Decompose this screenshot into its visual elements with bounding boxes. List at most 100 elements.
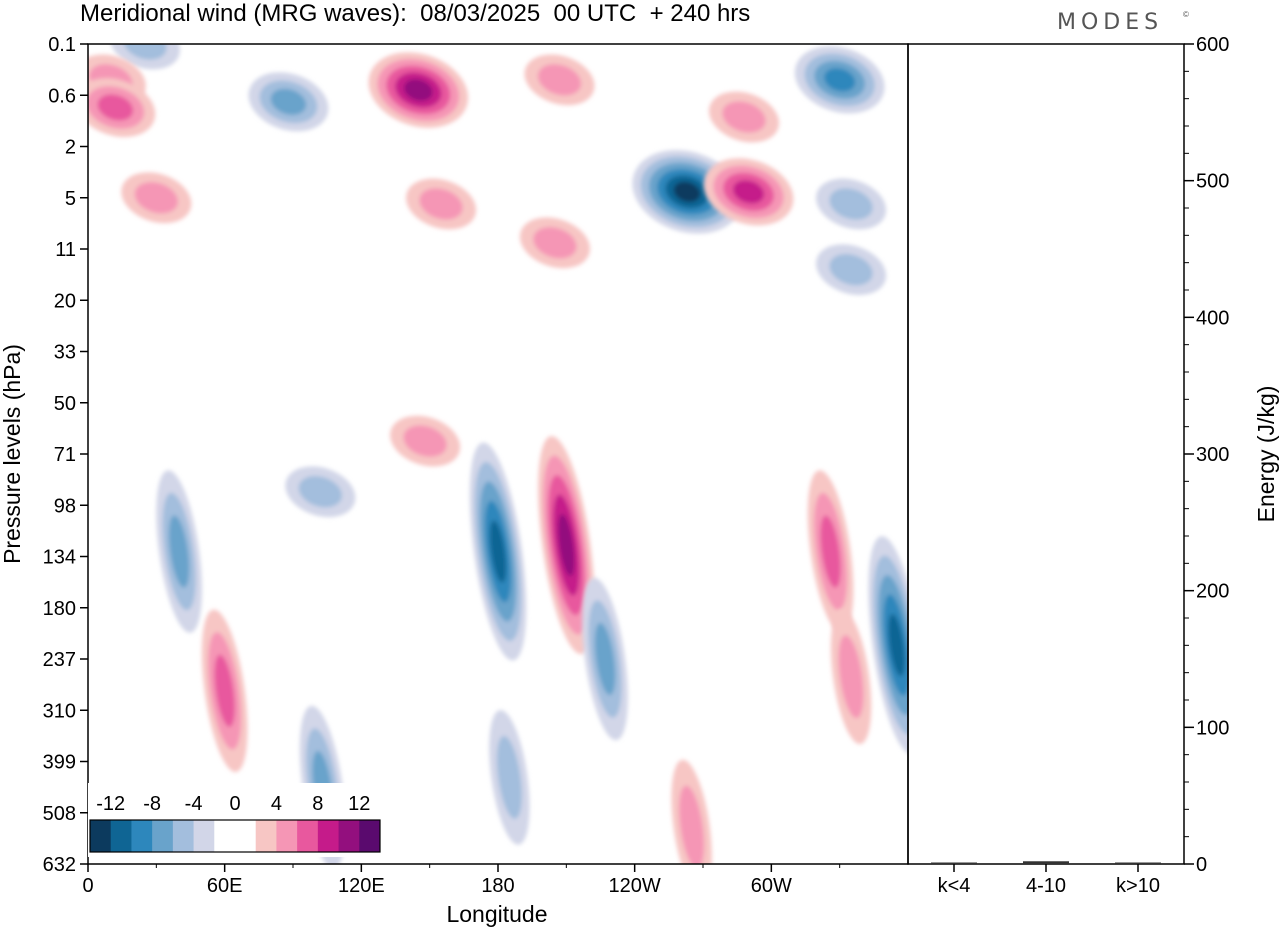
energy-category-label: 4-10 <box>1026 875 1066 897</box>
contour-level <box>679 785 705 864</box>
colorbar-swatch <box>110 820 132 852</box>
energy-bar <box>1023 861 1069 864</box>
energy-category-label: k<4 <box>938 875 971 897</box>
y-axis-label: Pressure levels (hPa) <box>0 344 25 564</box>
colorbar-swatch <box>235 820 257 852</box>
energy-axis-label: Energy (J/kg) <box>1253 386 1279 523</box>
colorbar-swatch <box>297 820 319 852</box>
contour-level <box>489 520 507 583</box>
y-tick-label: 98 <box>54 495 76 517</box>
colorbar-swatch <box>214 820 236 852</box>
wind-feature <box>469 442 527 661</box>
y-tick-label: 0.1 <box>48 34 76 56</box>
contour-level <box>404 79 433 101</box>
y-tick-label: 2 <box>65 137 76 159</box>
wind-feature <box>489 709 530 845</box>
contour-level <box>496 735 522 819</box>
y-tick-label: 399 <box>43 752 76 774</box>
y-tick-label: 180 <box>43 598 76 620</box>
colorbar-swatch <box>152 820 174 852</box>
x-axis-label: Longitude <box>446 901 547 927</box>
y-tick-label: 0.6 <box>48 85 76 107</box>
contour-level <box>732 180 765 204</box>
energy-tick-label: 500 <box>1196 171 1229 193</box>
x-tick-label: 60W <box>751 875 792 897</box>
wind-feature <box>406 178 477 230</box>
y-tick-label: 508 <box>43 803 76 825</box>
y-tick-label: 310 <box>43 700 76 722</box>
energy-bar <box>931 862 977 864</box>
colorbar-swatch <box>193 820 215 852</box>
contour-level <box>134 182 178 214</box>
energy-axis: 0 100 200 300 400 500 600 <box>1184 34 1229 876</box>
y-tick-label: 20 <box>54 290 76 312</box>
colorbar-swatch <box>338 820 360 852</box>
x-tick-label: 0 <box>82 875 93 897</box>
wind-feature <box>121 172 192 224</box>
energy-category-label: k>10 <box>1116 875 1160 897</box>
colorbar-label: 8 <box>312 793 323 815</box>
wind-feature <box>368 52 469 128</box>
contour-level <box>419 188 463 220</box>
energy-bar <box>1115 862 1161 864</box>
contour-level <box>829 188 873 220</box>
colorbar-label: -8 <box>143 793 161 815</box>
wind-feature <box>390 415 461 467</box>
contour-level <box>168 515 190 588</box>
x-tick-label: 60E <box>207 875 243 897</box>
contour-level <box>533 227 577 259</box>
colorbar-swatch <box>317 820 340 852</box>
wind-feature <box>816 244 887 296</box>
longitude-axis: 0 60E 120E 180 120W 60W <box>82 864 841 897</box>
y-tick-label: 71 <box>54 444 76 466</box>
contour-level <box>214 654 235 727</box>
wind-feature <box>807 470 854 633</box>
energy-tick-label: 100 <box>1196 717 1229 739</box>
colorbar-label: 4 <box>271 793 282 815</box>
energy-tick-label: 300 <box>1196 444 1229 466</box>
wind-feature <box>830 609 872 745</box>
wind-feature <box>703 158 794 226</box>
contour-level <box>888 614 905 677</box>
contour-level <box>838 635 864 719</box>
wind-feature <box>201 609 248 773</box>
wind-feature <box>816 178 887 230</box>
colorbar-label: -4 <box>185 793 203 815</box>
wind-feature <box>285 466 356 518</box>
contour-level <box>722 101 766 133</box>
pressure-axis: 0.1 0.6 2 5 11 20 33 50 71 98 134 180 237 310 399 508 63… <box>43 34 88 876</box>
contour-level <box>97 94 134 121</box>
y-tick-label: 11 <box>55 239 76 261</box>
wind-feature <box>582 577 628 741</box>
energy-tick-label: 0 <box>1196 854 1207 876</box>
x-tick-label: 120E <box>338 875 385 897</box>
colorbar-swatch <box>255 820 277 852</box>
contour-level <box>298 476 342 508</box>
contour-level <box>403 425 447 457</box>
colorbar-label: -12 <box>96 793 125 815</box>
contour-level <box>829 254 873 286</box>
contour-level <box>820 515 841 588</box>
y-tick-label: 134 <box>43 547 76 569</box>
colorbar-swatch <box>131 820 153 852</box>
wind-feature <box>248 72 329 132</box>
chart-title: Meridional wind (MRG waves): 08/03/2025 … <box>80 0 751 27</box>
contour-level <box>673 181 701 202</box>
wind-feature <box>794 46 885 114</box>
energy-tick-label: 200 <box>1196 581 1229 603</box>
colorbar-label: 12 <box>348 793 370 815</box>
x-tick-label: 120W <box>609 875 661 897</box>
y-tick-label: 237 <box>43 649 76 671</box>
wind-feature <box>156 470 202 633</box>
colorbar: -12 -8 -4 0 4 8 12 <box>88 783 382 857</box>
contour-level <box>537 64 582 96</box>
contour-level <box>270 88 307 115</box>
wind-feature <box>524 54 595 106</box>
energy-bars: k<4 4-10 k>10 <box>931 861 1161 897</box>
colorbar-swatch <box>276 820 298 852</box>
colorbar-swatch <box>359 820 381 852</box>
colorbar-frame <box>89 819 381 853</box>
wind-feature <box>868 536 908 755</box>
colorbar-swatch <box>90 820 112 852</box>
